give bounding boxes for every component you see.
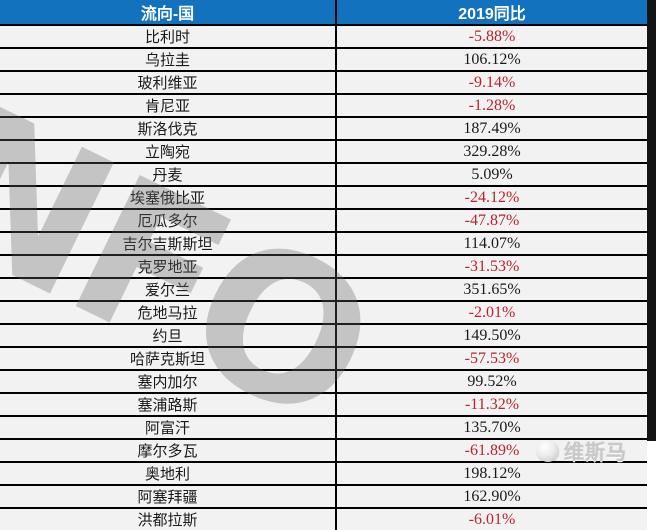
table-row: 塞浦路斯 -11.32% [0,393,647,417]
country-cell: 危地马拉 [0,301,337,325]
country-cell: 摩尔多瓦 [0,439,337,463]
country-cell: 阿塞拜疆 [0,485,337,509]
table-row: 塞内加尔 99.52% [0,370,647,394]
yoy-value-cell: -11.32% [336,393,647,417]
country-cell: 约旦 [0,324,337,348]
yoy-value-cell: 99.52% [336,370,647,394]
table-row: 肯尼亚 -1.28% [0,94,647,118]
yoy-value-cell: -2.01% [336,301,647,325]
yoy-value-cell: 149.50% [336,324,647,348]
country-cell: 哈萨克斯坦 [0,347,337,371]
table-row: 洪都拉斯 -6.01% [0,508,647,530]
table-row: 乌拉圭 106.12% [0,48,647,72]
table-row: 比利时 -5.88% [0,25,647,49]
country-cell: 克罗地亚 [0,255,337,279]
table-row: 约旦 149.50% [0,324,647,348]
table-row: 丹麦 5.09% [0,163,647,187]
country-cell: 立陶宛 [0,140,337,164]
table-row: 阿塞拜疆 162.90% [0,485,647,509]
yoy-value-cell: -24.12% [336,186,647,210]
header-flow-country: 流向-国 [0,0,337,26]
country-cell: 斯洛伐克 [0,117,337,141]
yoy-value-cell: -6.01% [336,508,647,530]
header-row: 流向-国 2019同比 [0,0,647,26]
yoy-value-cell: 5.09% [336,163,647,187]
table-row: 厄瓜多尔 -47.87% [0,209,647,233]
table-row: 危地马拉 -2.01% [0,301,647,325]
header-2019-yoy: 2019同比 [336,0,647,26]
country-cell: 肯尼亚 [0,94,337,118]
yoy-value-cell: 114.07% [336,232,647,256]
yoy-value-cell: -61.89% [336,439,647,463]
yoy-value-cell: -9.14% [336,71,647,95]
yoy-value-cell: 329.28% [336,140,647,164]
table-row: 克罗地亚 -31.53% [0,255,647,279]
yoy-value-cell: 351.65% [336,278,647,302]
table-row: 斯洛伐克 187.49% [0,117,647,141]
country-cell: 吉尔吉斯斯坦 [0,232,337,256]
table-row: 吉尔吉斯斯坦 114.07% [0,232,647,256]
country-cell: 洪都拉斯 [0,508,337,530]
yoy-value-cell: 135.70% [336,416,647,440]
country-cell: 丹麦 [0,163,337,187]
yoy-value-cell: 162.90% [336,485,647,509]
country-cell: 比利时 [0,25,337,49]
country-cell: 塞内加尔 [0,370,337,394]
table-row: 立陶宛 329.28% [0,140,647,164]
country-cell: 厄瓜多尔 [0,209,337,233]
yoy-value-cell: 198.12% [336,462,647,486]
yoy-value-cell: -31.53% [336,255,647,279]
country-cell: 塞浦路斯 [0,393,337,417]
yoy-value-cell: 187.49% [336,117,647,141]
table-row: 爱尔兰 351.65% [0,278,647,302]
table-row: 摩尔多瓦 -61.89% [0,439,647,463]
table-row: 阿富汗 135.70% [0,416,647,440]
yoy-value-cell: -57.53% [336,347,647,371]
yoy-value-cell: -1.28% [336,94,647,118]
country-cell: 玻利维亚 [0,71,337,95]
yoy-value-cell: 106.12% [336,48,647,72]
country-cell: 奥地利 [0,462,337,486]
table-row: 哈萨克斯坦 -57.53% [0,347,647,371]
country-cell: 埃塞俄比亚 [0,186,337,210]
country-cell: 阿富汗 [0,416,337,440]
country-cell: 乌拉圭 [0,48,337,72]
table-row: 埃塞俄比亚 -24.12% [0,186,647,210]
yoy-value-cell: -47.87% [336,209,647,233]
country-cell: 爱尔兰 [0,278,337,302]
table-row: 奥地利 198.12% [0,462,647,486]
table-row: 玻利维亚 -9.14% [0,71,647,95]
right-edge-dark-strip [647,0,656,441]
yoy-value-cell: -5.88% [336,25,647,49]
